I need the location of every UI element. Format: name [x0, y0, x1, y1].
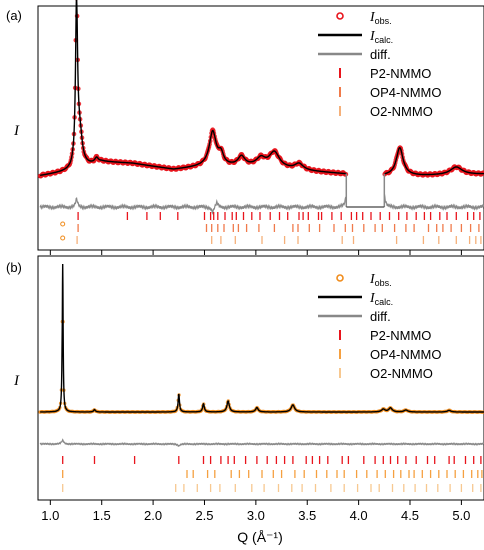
- legend-obs-marker: [336, 274, 344, 282]
- legend-entry: Iobs.: [336, 272, 392, 288]
- legend-label: Icalc.: [369, 29, 393, 45]
- legend-label: OP4-NMMO: [370, 347, 442, 362]
- legend-label: OP4-NMMO: [370, 85, 442, 100]
- x-tick-label: 4.0: [350, 508, 368, 523]
- legend-label: O2-NMMO: [370, 366, 433, 381]
- reflection-ticks-P2-NMMO: [77, 212, 481, 220]
- legend-entry: O2-NMMO: [339, 366, 433, 381]
- x-tick-label: 1.5: [93, 508, 111, 523]
- panel-a-frame: [37, 5, 484, 251]
- panel-a-y-axis-label: I: [13, 123, 20, 139]
- x-tick-label: 4.5: [401, 508, 419, 523]
- observed-points: [38, 221, 484, 414]
- panel-b-frame: [37, 255, 484, 501]
- legend-entry: Iobs.: [336, 10, 392, 26]
- panel-b-plot-area: [38, 221, 484, 492]
- x-axis: 1.0 1.5 2.0 2.5 3.0 3.5 4.0 4.5 5.0: [41, 250, 470, 523]
- legend-label: diff.: [370, 309, 391, 324]
- panel-b: (b) I Iobs. Icalc. diff. P2-NMMO OP4-NMMO O2-…: [6, 221, 484, 523]
- reflection-ticks-O2-NMMO: [62, 484, 482, 492]
- difference-curve: [383, 194, 484, 211]
- legend-label: diff.: [370, 47, 391, 62]
- calculated-curve: [384, 146, 484, 176]
- panel-a-legend: Iobs. Icalc. diff. P2-NMMO OP4-NMMO O2-NMMO: [318, 10, 442, 119]
- reflection-ticks-OP4-NMMO: [77, 224, 480, 232]
- observed-point: [60, 221, 66, 227]
- difference-curve: [39, 196, 347, 216]
- x-tick-label: 2.5: [195, 508, 213, 523]
- legend-entry: diff.: [318, 47, 391, 62]
- legend-entry: Icalc.: [318, 29, 393, 45]
- legend-label: Icalc.: [369, 291, 393, 307]
- calculated-curve: [39, 0, 347, 177]
- reflection-ticks-O2-NMMO: [76, 236, 482, 244]
- observed-point: [60, 235, 66, 241]
- legend-entry: P2-NMMO: [339, 66, 431, 81]
- x-tick-label: 1.0: [41, 508, 59, 523]
- legend-entry: diff.: [318, 309, 391, 324]
- legend-label: O2-NMMO: [370, 104, 433, 119]
- legend-label: Iobs.: [369, 272, 392, 288]
- legend-entry: OP4-NMMO: [339, 347, 442, 362]
- legend-obs-marker: [336, 12, 344, 20]
- x-tick-label: 3.0: [247, 508, 265, 523]
- x-tick-label: 3.5: [298, 508, 316, 523]
- panel-a-plot-area: [37, 0, 484, 244]
- panel-a: (a) I Iobs. Icalc. diff. P2-NMMO OP4-NMMO O2-…: [6, 0, 484, 251]
- legend-entry: OP4-NMMO: [339, 85, 442, 100]
- legend-entry: O2-NMMO: [339, 104, 433, 119]
- difference-curve: [39, 438, 484, 447]
- reflection-ticks-OP4-NMMO: [62, 470, 483, 478]
- legend-label: P2-NMMO: [370, 66, 431, 81]
- x-tick-label: 2.0: [144, 508, 162, 523]
- x-tick-label: 5.0: [452, 508, 470, 523]
- calculated-curve: [40, 263, 484, 413]
- panel-b-legend: Iobs. Icalc. diff. P2-NMMO OP4-NMMO O2-NMMO: [318, 272, 442, 381]
- reflection-ticks-P2-NMMO: [62, 456, 482, 464]
- panel-b-label: (b): [6, 260, 22, 275]
- legend-label: P2-NMMO: [370, 328, 431, 343]
- legend-entry: P2-NMMO: [339, 328, 431, 343]
- panel-a-label: (a): [6, 8, 22, 23]
- legend-entry: Icalc.: [318, 291, 393, 307]
- panel-b-y-axis-label: I: [13, 373, 20, 389]
- legend-label: Iobs.: [369, 10, 392, 26]
- x-axis-label: Q (Å⁻¹): [237, 529, 283, 545]
